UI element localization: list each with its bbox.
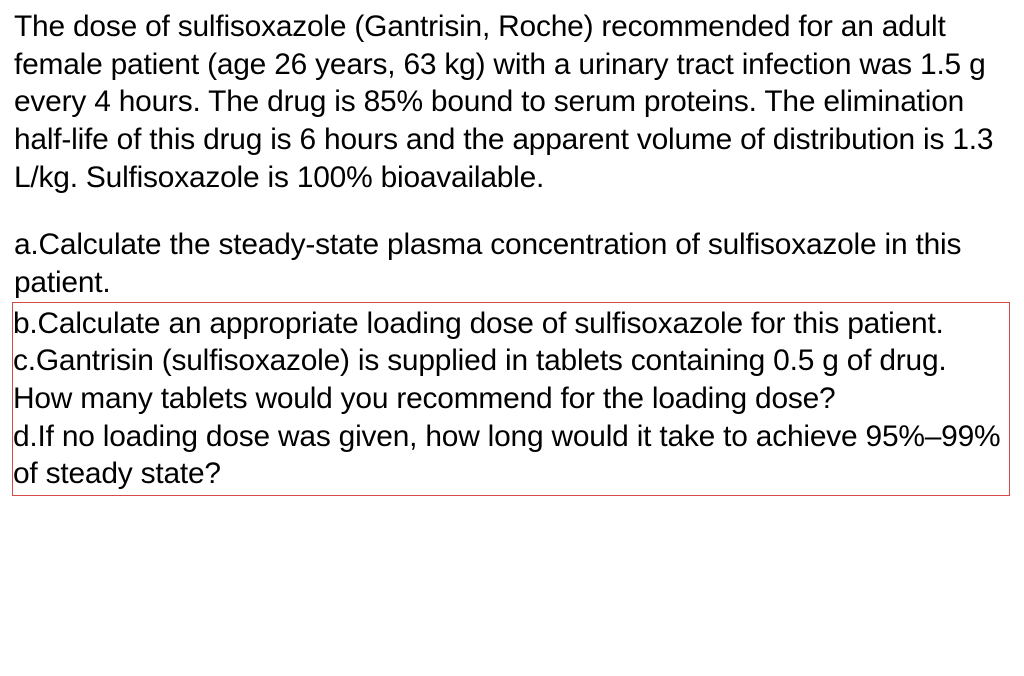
boxed-questions: b.Calculate an appropriate loading dose … — [12, 302, 1010, 496]
question-b: b.Calculate an appropriate loading dose … — [13, 305, 1007, 343]
problem-container: The dose of sulfisoxazole (Gantrisin, Ro… — [14, 8, 1006, 496]
question-d: d.If no loading dose was given, how long… — [13, 418, 1007, 493]
question-c: c.Gantrisin (sulfisoxazole) is supplied … — [13, 342, 1007, 417]
problem-intro: The dose of sulfisoxazole (Gantrisin, Ro… — [14, 8, 1006, 196]
question-a: a.Calculate the steady-state plasma conc… — [14, 226, 1006, 301]
